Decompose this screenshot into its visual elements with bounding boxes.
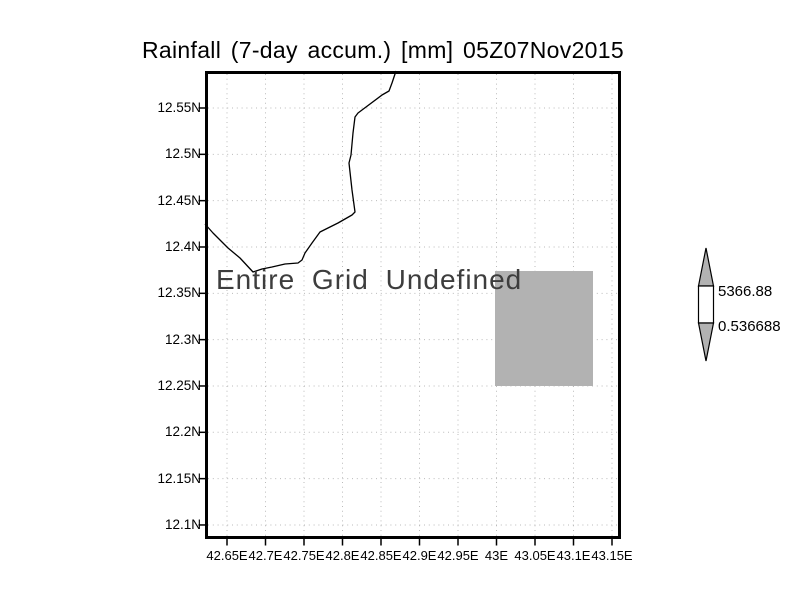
map-plot — [198, 70, 621, 546]
x-tick-label: 42.75E — [283, 548, 325, 563]
coastline — [204, 70, 397, 273]
chart-title: Rainfall (7-day accum.) [mm] 05Z07Nov201… — [142, 37, 624, 63]
y-tick-label: 12.15N — [157, 470, 201, 486]
colorbar-min-label: 0.536688 — [718, 318, 781, 335]
colorbar-max-label: 5366.88 — [718, 283, 773, 300]
y-tick-label: 12.2N — [164, 424, 201, 440]
x-tick-label: 42.85E — [360, 548, 402, 563]
colorbar — [697, 247, 715, 362]
colorbar-box — [697, 285, 715, 324]
y-tick-label: 12.5N — [164, 146, 201, 162]
colorbar-bottom-arrow — [697, 322, 715, 362]
x-tick-label: 42.95E — [437, 548, 479, 563]
axis-ticks — [198, 107, 613, 546]
y-tick-label: 12.35N — [157, 285, 201, 301]
x-tick-label: 42.65E — [206, 548, 248, 563]
x-tick-label: 43.15E — [591, 548, 633, 563]
x-tick-label: 42.9E — [402, 548, 437, 563]
colorbar-top-arrow — [697, 247, 715, 287]
y-tick-label: 12.25N — [157, 377, 201, 393]
y-tick-label: 12.3N — [164, 331, 201, 347]
x-tick-label: 42.8E — [325, 548, 360, 563]
y-tick-label: 12.45N — [157, 192, 201, 208]
x-tick-label: 43.1E — [556, 548, 591, 563]
y-tick-label: 12.1N — [164, 516, 201, 532]
y-tick-label: 12.55N — [157, 100, 201, 115]
y-tick-label: 12.4N — [164, 238, 201, 254]
undefined-region-shade — [495, 271, 593, 386]
x-tick-label: 42.7E — [248, 548, 283, 563]
status-text: Entire Grid Undefined — [216, 264, 523, 295]
plot-frame — [205, 71, 621, 539]
x-tick-label: 43E — [484, 548, 509, 563]
x-tick-label: 43.05E — [514, 548, 556, 563]
